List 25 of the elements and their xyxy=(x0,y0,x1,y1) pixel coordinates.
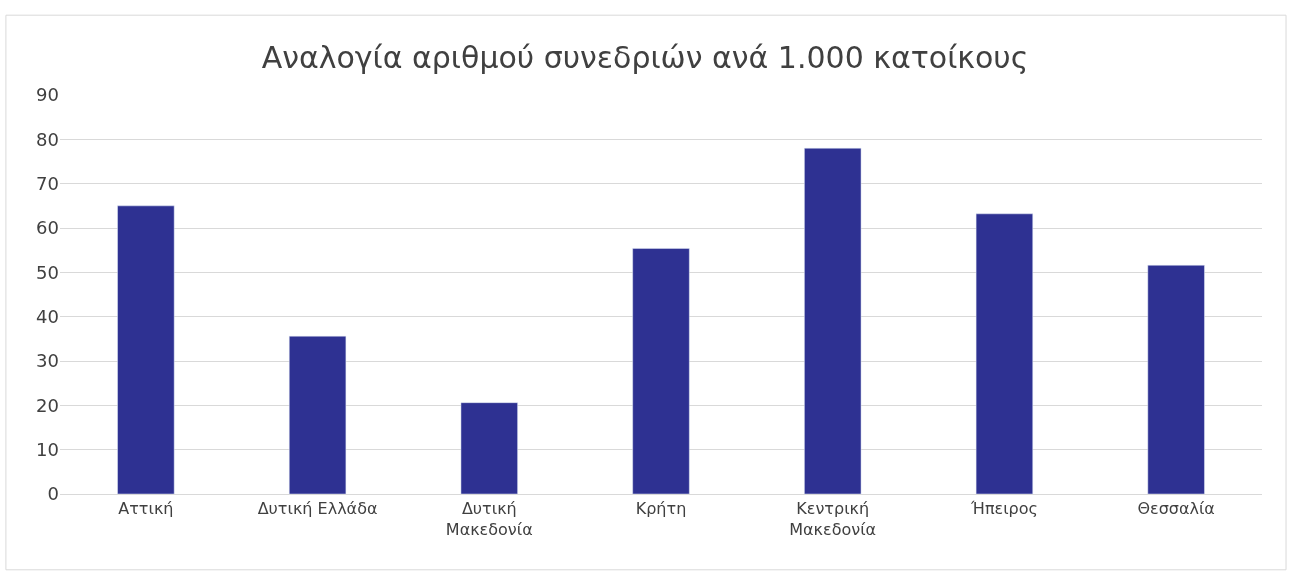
bar xyxy=(1147,264,1205,494)
y-tick-label: 90 xyxy=(36,84,59,106)
y-tick-label: 0 xyxy=(47,483,59,505)
y-tick-label: 50 xyxy=(36,261,59,283)
y-tick-label: 60 xyxy=(36,217,59,239)
x-tick-label: Θεσσαλία xyxy=(1137,499,1215,519)
x-tick-label: Κρήτη xyxy=(635,499,687,519)
bar xyxy=(460,402,518,494)
y-tick-label: 80 xyxy=(36,128,59,150)
x-tick-label: Δυτική Ελλάδα xyxy=(257,499,378,519)
x-tick-label: Δυτική Μακεδονία xyxy=(445,499,533,539)
y-tick-label: 20 xyxy=(36,394,59,416)
bar xyxy=(632,248,690,494)
y-tick-label: 40 xyxy=(36,305,59,327)
y-tick-label: 30 xyxy=(36,350,59,372)
y-tick-label: 10 xyxy=(36,438,59,460)
chart-title: Αναλογία αριθμού συνεδριών ανά 1.000 κατοίκους xyxy=(261,39,1029,75)
bar xyxy=(804,147,862,494)
bar xyxy=(975,213,1034,494)
bar xyxy=(288,335,347,494)
x-tick-label: Κεντρική Μακεδονία xyxy=(789,499,877,539)
x-tick-label: Ήπειρος xyxy=(969,499,1038,519)
y-tick-label: 70 xyxy=(36,172,59,194)
bar xyxy=(117,205,175,494)
x-tick-label: Αττική xyxy=(118,499,174,519)
